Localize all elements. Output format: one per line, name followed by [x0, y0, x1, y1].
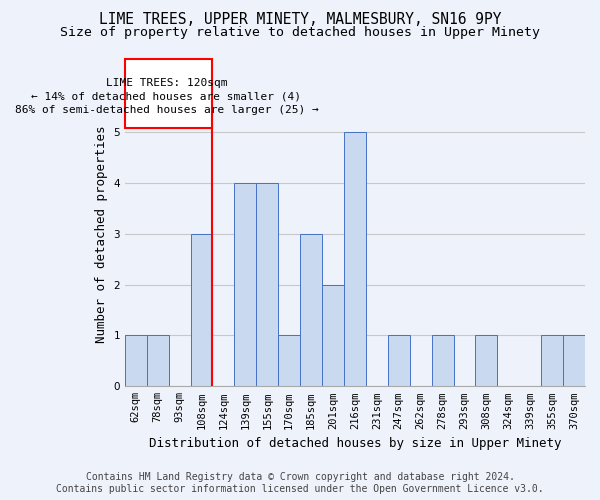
Bar	[388, 336, 410, 386]
Bar	[431, 336, 454, 386]
Bar	[256, 183, 278, 386]
Y-axis label: Number of detached properties: Number of detached properties	[95, 125, 108, 342]
FancyBboxPatch shape	[125, 58, 212, 128]
X-axis label: Distribution of detached houses by size in Upper Minety: Distribution of detached houses by size …	[149, 437, 561, 450]
Text: Size of property relative to detached houses in Upper Minety: Size of property relative to detached ho…	[60, 26, 540, 39]
Text: Contains HM Land Registry data © Crown copyright and database right 2024.
Contai: Contains HM Land Registry data © Crown c…	[56, 472, 544, 494]
Bar	[322, 284, 344, 386]
Bar	[475, 336, 497, 386]
Bar	[235, 183, 256, 386]
Bar	[300, 234, 322, 386]
Bar	[344, 132, 366, 386]
Bar	[125, 336, 147, 386]
Bar	[278, 336, 300, 386]
Text: LIME TREES, UPPER MINETY, MALMESBURY, SN16 9PY: LIME TREES, UPPER MINETY, MALMESBURY, SN…	[99, 12, 501, 28]
Bar	[191, 234, 212, 386]
Bar	[541, 336, 563, 386]
Text: LIME TREES: 120sqm
← 14% of detached houses are smaller (4)
86% of semi-detached: LIME TREES: 120sqm ← 14% of detached hou…	[14, 78, 319, 115]
Bar	[147, 336, 169, 386]
Bar	[563, 336, 585, 386]
